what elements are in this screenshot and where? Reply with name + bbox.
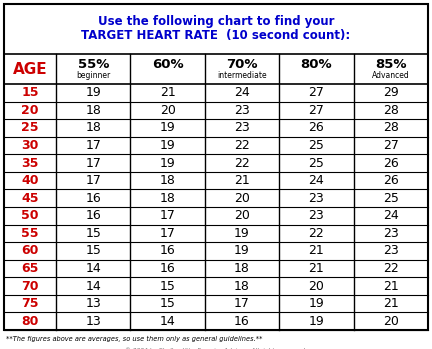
Text: 15: 15	[21, 86, 39, 99]
Text: 29: 29	[383, 86, 399, 99]
Text: 25: 25	[308, 157, 324, 170]
Text: 60: 60	[21, 244, 39, 258]
Text: 17: 17	[85, 157, 101, 170]
Text: 27: 27	[308, 104, 324, 117]
Text: 45: 45	[21, 192, 39, 205]
Text: Use the following chart to find your: Use the following chart to find your	[98, 15, 334, 29]
Text: 18: 18	[85, 121, 101, 134]
Text: 23: 23	[308, 209, 324, 222]
Text: 50: 50	[21, 209, 39, 222]
Text: 17: 17	[160, 209, 175, 222]
Text: 27: 27	[383, 139, 399, 152]
Text: 16: 16	[160, 244, 175, 258]
Text: AGE: AGE	[13, 61, 48, 76]
Text: 18: 18	[234, 262, 250, 275]
Text: 60%: 60%	[152, 58, 184, 70]
Text: 35: 35	[21, 157, 39, 170]
Text: 21: 21	[308, 244, 324, 258]
Text: 22: 22	[234, 139, 250, 152]
Text: 19: 19	[234, 227, 250, 240]
Text: 19: 19	[160, 157, 175, 170]
Text: 20: 20	[234, 192, 250, 205]
Text: 14: 14	[160, 315, 175, 328]
Text: 85%: 85%	[375, 58, 407, 70]
Text: 20: 20	[308, 280, 324, 292]
Text: 70: 70	[21, 280, 39, 292]
Text: 20: 20	[160, 104, 175, 117]
Text: 16: 16	[234, 315, 250, 328]
Text: 55%: 55%	[77, 58, 109, 70]
Text: 18: 18	[160, 174, 175, 187]
Text: 19: 19	[308, 297, 324, 310]
Text: 25: 25	[21, 121, 39, 134]
Text: 25: 25	[308, 139, 324, 152]
Text: 19: 19	[308, 315, 324, 328]
Text: Advanced: Advanced	[372, 70, 410, 80]
Text: 21: 21	[308, 262, 324, 275]
Text: 27: 27	[308, 86, 324, 99]
Text: 65: 65	[21, 262, 39, 275]
Text: 23: 23	[383, 244, 399, 258]
Text: 23: 23	[234, 104, 250, 117]
Text: 24: 24	[234, 86, 250, 99]
Text: 16: 16	[86, 192, 101, 205]
Text: 25: 25	[383, 192, 399, 205]
Text: 26: 26	[308, 121, 324, 134]
Text: 19: 19	[234, 244, 250, 258]
Text: 21: 21	[160, 86, 175, 99]
Text: 18: 18	[85, 104, 101, 117]
Text: **The figures above are averages, so use them only as general guidelines.**: **The figures above are averages, so use…	[6, 336, 263, 342]
Text: 22: 22	[308, 227, 324, 240]
Text: 22: 22	[234, 157, 250, 170]
Text: TARGET HEART RATE  (10 second count):: TARGET HEART RATE (10 second count):	[81, 30, 351, 43]
Text: 17: 17	[85, 174, 101, 187]
Text: 21: 21	[383, 280, 399, 292]
Text: 40: 40	[21, 174, 39, 187]
Text: 75: 75	[21, 297, 39, 310]
Text: 23: 23	[383, 227, 399, 240]
Text: 17: 17	[234, 297, 250, 310]
Text: 15: 15	[85, 244, 101, 258]
Text: 13: 13	[86, 297, 101, 310]
Text: 28: 28	[383, 121, 399, 134]
Text: 21: 21	[234, 174, 250, 187]
Text: 26: 26	[383, 157, 399, 170]
Text: 22: 22	[383, 262, 399, 275]
Text: 16: 16	[160, 262, 175, 275]
Text: 20: 20	[383, 315, 399, 328]
Text: 18: 18	[234, 280, 250, 292]
Text: 70%: 70%	[226, 58, 258, 70]
Text: 15: 15	[160, 280, 175, 292]
Text: 55: 55	[21, 227, 39, 240]
Text: 23: 23	[308, 192, 324, 205]
Text: 20: 20	[234, 209, 250, 222]
Text: 19: 19	[160, 139, 175, 152]
Text: 17: 17	[85, 139, 101, 152]
Text: 26: 26	[383, 174, 399, 187]
Text: 30: 30	[21, 139, 39, 152]
Text: beginner: beginner	[76, 70, 110, 80]
Text: 19: 19	[160, 121, 175, 134]
Text: intermediate: intermediate	[217, 70, 267, 80]
Text: 23: 23	[234, 121, 250, 134]
Text: 15: 15	[85, 227, 101, 240]
Text: 80%: 80%	[301, 58, 332, 70]
Text: 21: 21	[383, 297, 399, 310]
Text: 14: 14	[86, 262, 101, 275]
Text: 24: 24	[308, 174, 324, 187]
Text: 17: 17	[160, 227, 175, 240]
Text: 20: 20	[21, 104, 39, 117]
Text: 24: 24	[383, 209, 399, 222]
Text: 80: 80	[21, 315, 39, 328]
Text: 14: 14	[86, 280, 101, 292]
Text: © 2004 by Shelley Hitz, Exercise Advice -  All rights reserved.: © 2004 by Shelley Hitz, Exercise Advice …	[125, 347, 307, 349]
Text: 13: 13	[86, 315, 101, 328]
Text: 19: 19	[86, 86, 101, 99]
Text: 18: 18	[160, 192, 175, 205]
Text: 16: 16	[86, 209, 101, 222]
Text: 15: 15	[160, 297, 175, 310]
Text: 28: 28	[383, 104, 399, 117]
